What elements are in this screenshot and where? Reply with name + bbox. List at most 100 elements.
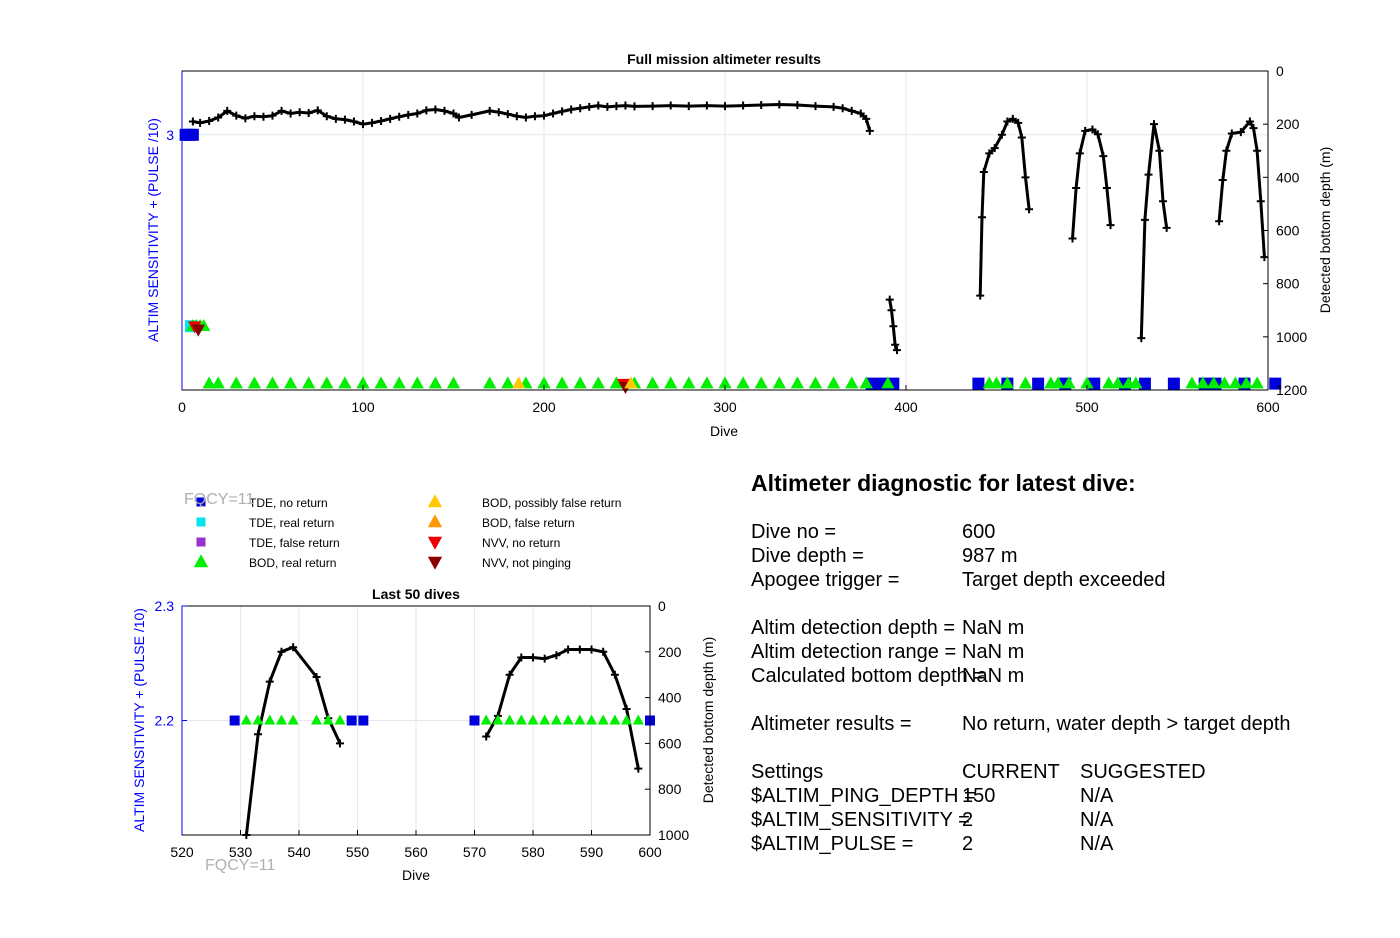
tde-no-return-marker <box>186 128 199 141</box>
bod-real-return-marker <box>287 714 299 725</box>
bottom-depth-point <box>757 101 766 110</box>
bottom-depth-point <box>1025 205 1034 214</box>
ping-depth-current: 150 <box>962 785 996 807</box>
bottom-depth-point <box>576 104 585 113</box>
y-left-tick-label: 3 <box>166 127 174 143</box>
top-x-axis-label: Dive <box>710 423 738 439</box>
pulse-current: 2 <box>962 833 974 855</box>
x-tick-label: 500 <box>1075 399 1099 415</box>
bottom-depth-point <box>1102 183 1111 192</box>
bottom-depth-point <box>997 130 1006 139</box>
bod-real-return-marker <box>1196 376 1210 389</box>
bod-real-return-marker <box>240 714 252 725</box>
tde-no-return-marker <box>1269 377 1282 390</box>
bottom-depth-point <box>289 643 298 652</box>
sensitivity-current: 2 <box>962 809 974 831</box>
legend: TDE, no return TDE, real return TDE, false… <box>193 494 621 570</box>
sensitivity-label: $ALTIM_SENSITIVITY = <box>751 809 970 831</box>
y-right-tick-label: 600 <box>658 735 682 751</box>
bottom-depth-point <box>1222 146 1231 155</box>
bottom-depth-point <box>889 322 898 331</box>
bottom-depth-point <box>1260 253 1269 262</box>
bottom-depth-point <box>1021 173 1030 182</box>
bottom-depth-point <box>404 110 413 119</box>
bod-real-return-marker <box>302 376 316 389</box>
bottom-depth-point <box>558 107 567 116</box>
bottom-depth-point <box>386 114 395 123</box>
nvv-not-pinging-legend-marker <box>427 556 443 570</box>
bod-real-return-marker <box>597 714 609 725</box>
bottom-depth-point <box>1088 125 1097 134</box>
bottom-depth-point <box>503 110 512 119</box>
bod-possibly-false-return-legend-marker <box>427 494 443 508</box>
bottom-right-y-axis-label: Detected bottom depth (m) <box>700 637 716 804</box>
top-axes: 0 100 200 300 400 500 600 3 0 200 400 600 800 1000 120… <box>166 63 1307 415</box>
bottom-depth-point <box>811 102 820 111</box>
ping-depth-label: $ALTIM_PING_DEPTH = <box>751 785 976 807</box>
bod-real-return-marker <box>845 376 859 389</box>
bod-real-return-marker <box>504 714 516 725</box>
bottom-depth-point <box>250 112 259 121</box>
bottom-depth-point <box>856 109 865 118</box>
bottom-depth-point <box>1017 133 1026 142</box>
bottom-depth-point <box>196 118 205 127</box>
bod-real-return-marker <box>790 376 804 389</box>
bottom-depth-point <box>494 108 503 117</box>
bottom-axes: 520 530 540 550 560 570 580 590 600 2.2 2.3 0 200 400… <box>155 598 690 860</box>
bottom-depth-point <box>1256 197 1265 206</box>
bottom-depth-point <box>505 670 514 679</box>
bottom-depth-point <box>268 111 277 120</box>
bod-real-return-marker <box>1080 376 1094 389</box>
bod-real-return-marker <box>480 714 492 725</box>
bottom-depth-point <box>885 295 894 304</box>
bod-real-return-marker <box>320 376 334 389</box>
x-tick-label: 0 <box>178 399 186 415</box>
bottom-depth-point <box>517 653 526 662</box>
bod-real-return-legend-marker <box>193 554 209 568</box>
bottom-depth-point <box>1137 334 1146 343</box>
bottom-depth-point <box>739 101 748 110</box>
bottom-depth-point <box>1227 129 1236 138</box>
bottom-depth-point <box>630 102 639 111</box>
nvv-not-pinging-marker <box>191 324 205 337</box>
bod-real-return-marker <box>664 376 678 389</box>
bottom-depth-point <box>335 739 344 748</box>
y-right-tick-label: 200 <box>1276 116 1300 132</box>
top-chart-title: Full mission altimeter results <box>627 51 821 67</box>
bottom-depth-point <box>847 106 856 115</box>
bod-real-return-marker <box>322 714 334 725</box>
nvv-no-return-legend-marker <box>427 536 443 550</box>
bod-real-return-marker <box>1185 376 1199 389</box>
bod-real-return-marker <box>1111 376 1125 389</box>
legend-label: TDE, no return <box>249 496 328 510</box>
bottom-depth-point <box>1236 128 1245 137</box>
bod-real-return-marker <box>1062 376 1076 389</box>
altimeter-results-label: Altimeter results = <box>751 713 912 735</box>
bottom-depth-point <box>530 112 539 121</box>
legend-label: NVV, not pinging <box>482 556 571 570</box>
bod-real-return-marker <box>311 714 323 725</box>
bod-real-return-marker <box>252 714 264 725</box>
bottom-depth-point <box>887 306 896 315</box>
tde-no-return-marker <box>469 715 480 726</box>
bod-real-return-marker <box>574 714 586 725</box>
x-tick-label: 600 <box>638 844 662 860</box>
bod-real-return-marker <box>1207 376 1221 389</box>
bottom-depth-point <box>1149 120 1158 129</box>
legend-label: BOD, false return <box>482 516 575 530</box>
legend-label: TDE, real return <box>249 516 334 530</box>
x-tick-label: 200 <box>532 399 556 415</box>
bottom-depth-point <box>295 108 304 117</box>
apogee-trigger-value: Target depth exceeded <box>962 569 1166 591</box>
bottom-depth-point <box>575 645 584 654</box>
bottom-depth-point <box>395 112 404 121</box>
bottom-depth-point <box>482 732 491 741</box>
bod-real-return-marker <box>989 376 1004 389</box>
bottom-depth-point <box>413 109 422 118</box>
bottom-depth-point <box>587 645 596 654</box>
altimeter-results-value: No return, water depth > target depth <box>962 713 1291 735</box>
bottom-depth-point <box>322 112 331 121</box>
bod-real-return-marker <box>682 376 696 389</box>
bod-real-return-marker <box>700 376 714 389</box>
